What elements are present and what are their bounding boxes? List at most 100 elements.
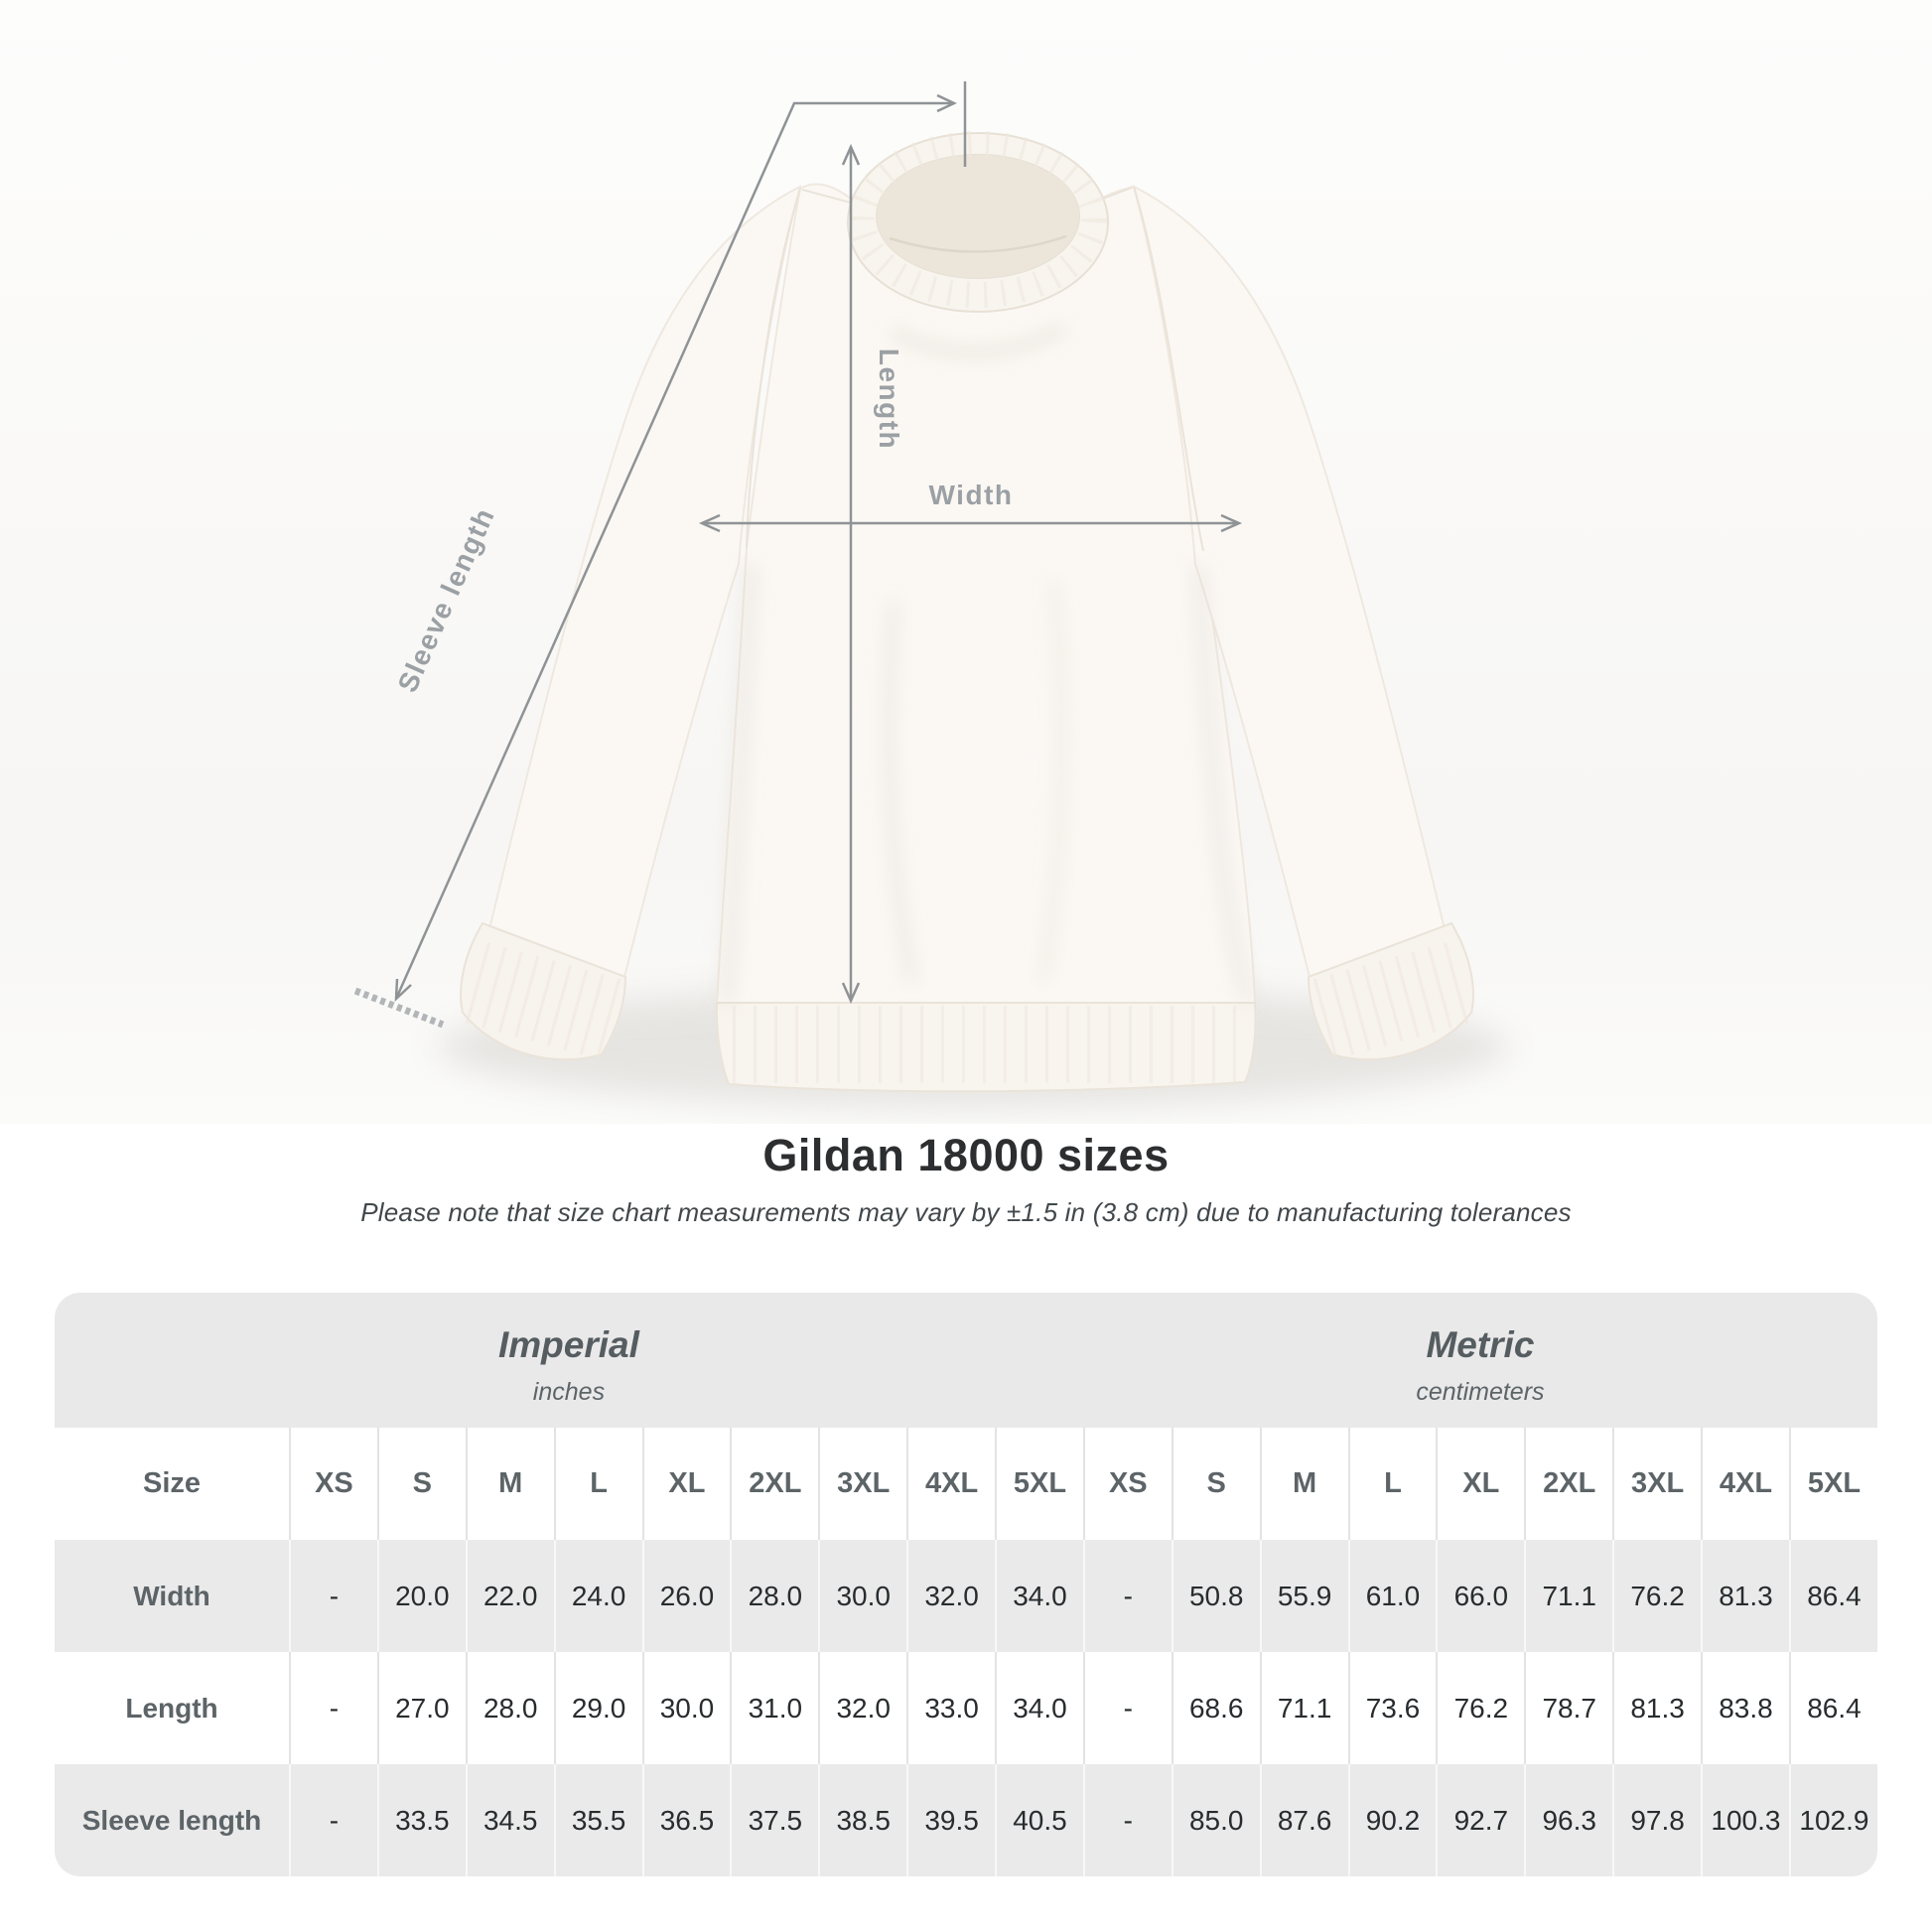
measurement-cell: 33.5 [376,1764,466,1876]
measurement-cell: 61.0 [1347,1540,1437,1652]
measurement-cell: - [289,1540,377,1652]
size-col-metric-2xl: 2XL [1524,1428,1613,1540]
chart-caption: Gildan 18000 sizes Please note that size… [0,1130,1932,1228]
row-label: Sleeve length [55,1764,289,1876]
row-label: Width [55,1540,289,1652]
size-column-header: Size [55,1428,289,1540]
unit-group-unit: centimeters [1416,1377,1545,1406]
measurement-cell: 55.9 [1259,1540,1348,1652]
measurement-cell: 20.0 [376,1540,466,1652]
size-col-imperial-5xl: 5XL [995,1428,1083,1540]
size-table: Imperial inches Metric centimeters Size XS S M L… [55,1293,1877,1876]
unit-group-unit: inches [532,1377,606,1406]
measurement-cell: 34.0 [995,1540,1083,1652]
size-col-metric-xs: XS [1082,1428,1172,1540]
back-collar-seam [889,234,1067,253]
fabric-shading [719,323,1255,1003]
seams [746,186,1204,552]
sleeve-length-arrow [353,81,967,1029]
size-col-imperial-xs: XS [289,1428,377,1540]
measurement-cell: 31.0 [730,1652,819,1764]
measurement-cell: 27.0 [376,1652,466,1764]
measurement-cell: 83.8 [1701,1652,1789,1764]
measurement-cell: 24.0 [553,1540,642,1652]
measurement-cell: 50.8 [1171,1540,1260,1652]
measurement-cell: 36.5 [641,1764,731,1876]
measurement-cell: 38.5 [818,1764,907,1876]
measurement-cell: 29.0 [553,1652,642,1764]
collar-ribbing [849,131,1107,308]
table-row-sleeve-length: Sleeve length -33.5 34.5 35.5 36.5 37.5 38.5 39… [55,1764,1877,1876]
measurement-cell: 86.4 [1788,1652,1877,1764]
sweatshirt-illustration: Length Width Sleeve length [0,0,1932,1124]
measurement-cell: 34.5 [465,1764,554,1876]
unit-group-imperial: Imperial inches [55,1293,1083,1428]
measurement-cell: 28.0 [730,1540,819,1652]
row-label: Length [55,1652,289,1764]
measurement-cell: 66.0 [1436,1540,1525,1652]
size-col-metric-4xl: 4XL [1701,1428,1789,1540]
size-col-imperial-l: L [553,1428,642,1540]
measurement-cell: - [1082,1652,1172,1764]
measurement-cell: - [289,1652,377,1764]
measurement-cell: 76.2 [1612,1540,1701,1652]
size-col-metric-m: M [1259,1428,1348,1540]
table-row-width: Width -20.0 22.0 24.0 26.0 28.0 30.0 32.0 34.0-5… [55,1540,1877,1652]
measurement-cell: 30.0 [641,1652,731,1764]
measurement-cell: 85.0 [1171,1764,1260,1876]
measurement-cell: 73.6 [1347,1652,1437,1764]
measurement-cell: 32.0 [818,1652,907,1764]
length-arrow [841,143,861,1005]
measurement-cell: 33.0 [906,1652,995,1764]
measurement-cell: - [289,1764,377,1876]
measurement-cell: 102.9 [1788,1764,1877,1876]
size-col-imperial-2xl: 2XL [730,1428,819,1540]
size-col-imperial-s: S [376,1428,466,1540]
measurement-cell: 71.1 [1259,1652,1348,1764]
measurement-cell: 87.6 [1259,1764,1348,1876]
table-row-length: Length -27.0 28.0 29.0 30.0 31.0 32.0 33.0 34.0-… [55,1652,1877,1764]
measurement-cell: 34.0 [995,1652,1083,1764]
measurement-cell: - [1082,1764,1172,1876]
measurement-cell: 35.5 [553,1764,642,1876]
size-col-metric-l: L [1347,1428,1437,1540]
size-col-metric-s: S [1171,1428,1260,1540]
measurement-cell: 28.0 [465,1652,554,1764]
unit-group-metric: Metric centimeters [1082,1293,1877,1428]
measurement-cell: 32.0 [906,1540,995,1652]
measurement-cell: 71.1 [1524,1540,1613,1652]
measurement-cell: 97.8 [1612,1764,1701,1876]
measurement-cell: 68.6 [1171,1652,1260,1764]
unit-group-label: Metric [1426,1323,1535,1365]
width-label: Width [929,480,1014,510]
measurement-cell: 81.3 [1701,1540,1789,1652]
size-col-imperial-m: M [465,1428,554,1540]
size-col-metric-xl: XL [1436,1428,1525,1540]
measurement-cell: 30.0 [818,1540,907,1652]
measurement-cell: 76.2 [1436,1652,1525,1764]
measurement-cell: 78.7 [1524,1652,1613,1764]
tolerance-note: Please note that size chart measurements… [360,1197,1572,1227]
measurement-cell: - [1082,1540,1172,1652]
measurement-cell: 92.7 [1436,1764,1525,1876]
width-arrow [698,513,1243,533]
sweatshirt-diagram: Length Width Sleeve length [0,0,1932,1124]
size-col-imperial-xl: XL [641,1428,731,1540]
measurement-annotations [353,81,1243,1029]
measurement-cell: 81.3 [1612,1652,1701,1764]
size-col-imperial-3xl: 3XL [818,1428,907,1540]
measurement-cell: 37.5 [730,1764,819,1876]
measurement-cell: 39.5 [906,1764,995,1876]
measurement-cell: 22.0 [465,1540,554,1652]
measurement-cell: 86.4 [1788,1540,1877,1652]
measurement-cell: 90.2 [1347,1764,1437,1876]
measurement-cell: 26.0 [641,1540,731,1652]
size-col-metric-3xl: 3XL [1612,1428,1701,1540]
waistband [715,1002,1257,1093]
size-table-container: Imperial inches Metric centimeters Size XS S M L… [55,1293,1877,1876]
page-title: Gildan 18000 sizes [762,1130,1170,1180]
size-col-metric-5xl: 5XL [1788,1428,1877,1540]
measurement-cell: 100.3 [1701,1764,1789,1876]
unit-group-label: Imperial [497,1323,639,1365]
